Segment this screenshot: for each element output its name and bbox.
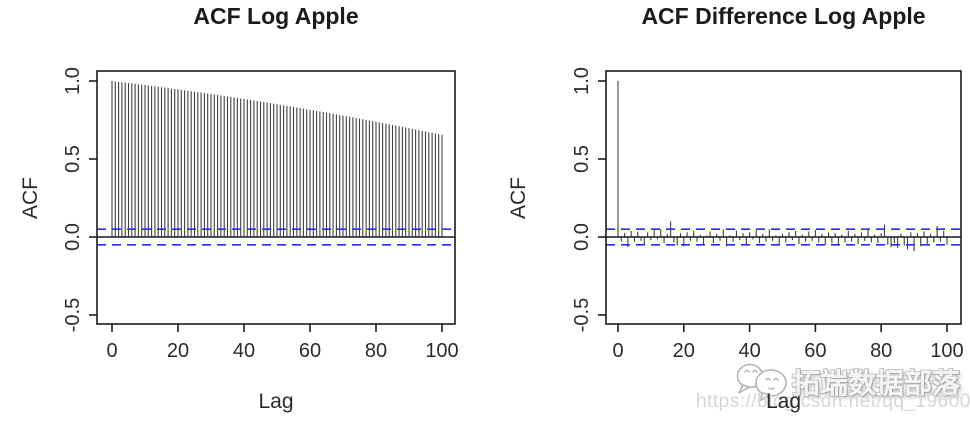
x-axis-label: Lag (258, 390, 294, 413)
x-tick-label: 80 (365, 340, 387, 362)
y-tick-label: -0.5 (571, 298, 593, 332)
y-tick-label: 1.0 (62, 67, 84, 95)
x-tick-label: 0 (612, 340, 623, 362)
acf-bars (617, 81, 948, 252)
x-tick-label: 40 (738, 340, 760, 362)
chart-title: ACF Difference Log Apple (641, 3, 926, 29)
y-tick-label: 1.0 (571, 67, 593, 95)
y-tick-label: 0.0 (571, 223, 593, 251)
plot-frame (96, 70, 456, 325)
panel-acf-log-apple: ACF Log Apple ACF Lag 0 20 40 60 80 100 -0.5 0.… (19, 3, 459, 413)
y-tick-label: 0.0 (62, 223, 84, 251)
y-tick-label: 0.5 (571, 145, 593, 173)
y-tick-label: 0.5 (62, 145, 84, 173)
chart-title: ACF Log Apple (193, 3, 359, 29)
acf-bars (111, 81, 443, 237)
x-tick-label: 0 (106, 340, 117, 362)
x-axis-ticks: 0 20 40 60 80 100 (106, 324, 459, 362)
x-tick-label: 60 (804, 340, 826, 362)
x-tick-label: 80 (870, 340, 892, 362)
panel-acf-diff-log-apple: ACF Difference Log Apple ACF Lag 0 20 40 60… (485, 0, 970, 426)
y-axis-ticks: -0.5 0.0 0.5 1.0 (62, 67, 97, 332)
x-axis-ticks: 0 20 40 60 80 100 (612, 324, 964, 362)
x-tick-label: 60 (299, 340, 321, 362)
x-tick-label: 20 (673, 340, 695, 362)
x-tick-label: 20 (167, 340, 189, 362)
y-tick-label: -0.5 (62, 298, 84, 332)
acf-diff-plot: 0 20 40 60 80 100 -0.5 0.0 0.5 1.0 (571, 67, 964, 362)
x-tick-label: 100 (425, 340, 458, 362)
y-axis-ticks: -0.5 0.0 0.5 1.0 (571, 67, 606, 332)
acf-plot: 0 20 40 60 80 100 -0.5 0.0 0.5 1.0 (62, 67, 459, 362)
x-tick-label: 100 (930, 340, 963, 362)
plot-frame (605, 70, 962, 325)
x-tick-label: 40 (233, 340, 255, 362)
